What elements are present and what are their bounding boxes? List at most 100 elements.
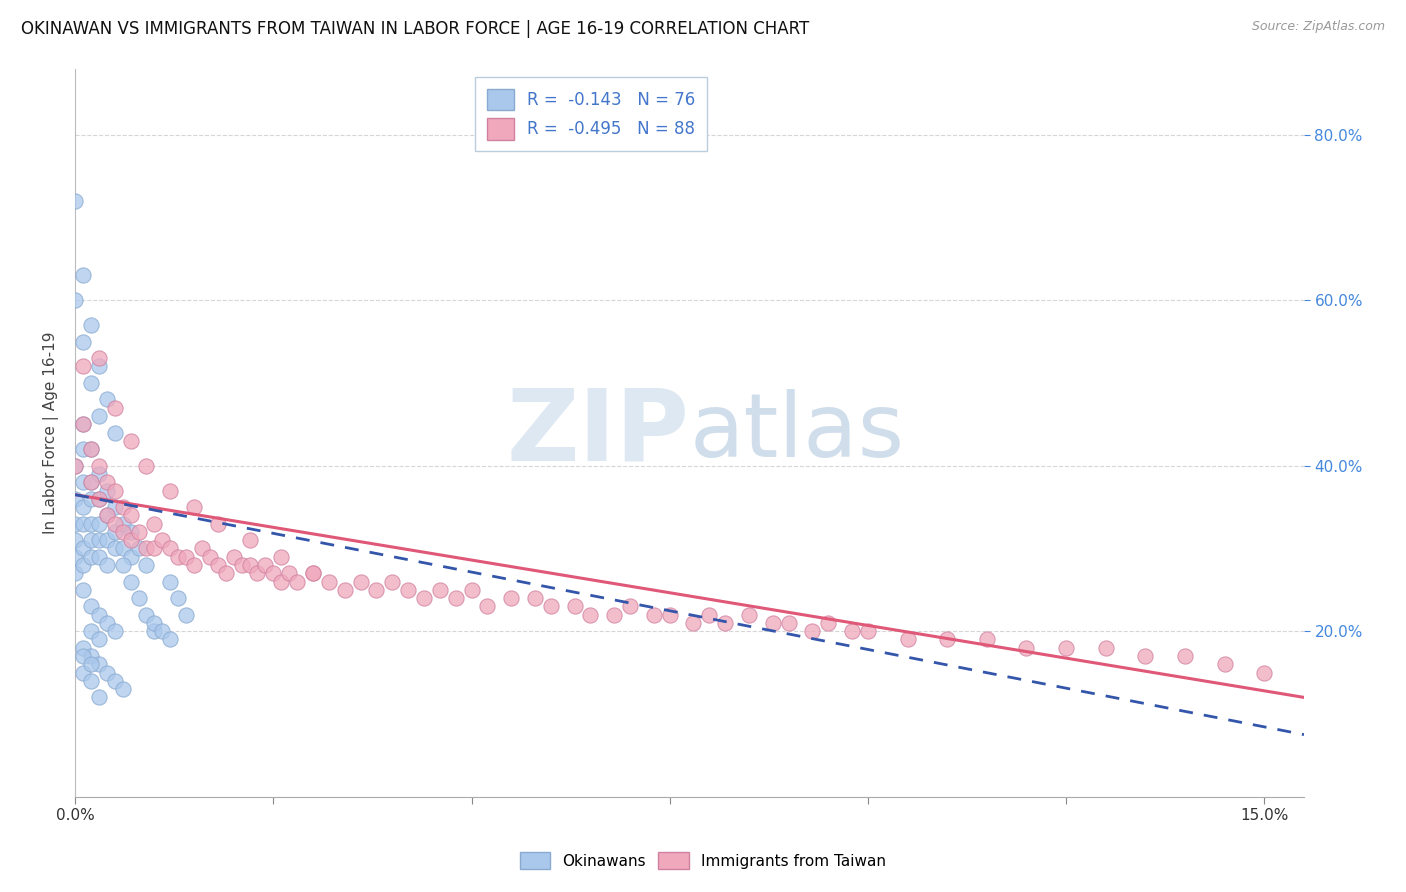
Point	[63, 458, 86, 473]
Point	[80, 599, 103, 614]
Point	[63, 516, 86, 531]
Point	[87, 467, 110, 481]
Point	[238, 558, 260, 572]
Point	[167, 549, 190, 564]
Point	[111, 516, 134, 531]
Point	[159, 632, 181, 647]
Point	[658, 607, 681, 622]
Point	[143, 516, 166, 531]
Point	[318, 574, 340, 589]
Point	[96, 665, 118, 680]
Point	[87, 491, 110, 506]
Point	[976, 632, 998, 647]
Point	[72, 334, 94, 349]
Point	[603, 607, 626, 622]
Point	[72, 442, 94, 457]
Point	[87, 632, 110, 647]
Point	[87, 607, 110, 622]
Point	[841, 624, 863, 639]
Point	[231, 558, 253, 572]
Point	[167, 591, 190, 606]
Point	[333, 582, 356, 597]
Point	[159, 541, 181, 556]
Point	[120, 524, 142, 539]
Point	[72, 648, 94, 663]
Point	[579, 607, 602, 622]
Legend: Okinawans, Immigrants from Taiwan: Okinawans, Immigrants from Taiwan	[513, 846, 893, 875]
Point	[96, 558, 118, 572]
Point	[896, 632, 918, 647]
Point	[104, 500, 127, 514]
Point	[135, 607, 157, 622]
Point	[72, 417, 94, 432]
Point	[96, 392, 118, 407]
Point	[198, 549, 221, 564]
Point	[682, 615, 704, 630]
Point	[501, 591, 523, 606]
Point	[80, 491, 103, 506]
Point	[540, 599, 562, 614]
Point	[63, 194, 86, 208]
Point	[96, 508, 118, 523]
Point	[72, 640, 94, 655]
Point	[63, 293, 86, 308]
Point	[128, 524, 150, 539]
Point	[87, 690, 110, 705]
Point	[80, 376, 103, 390]
Point	[80, 442, 103, 457]
Point	[111, 524, 134, 539]
Text: Source: ZipAtlas.com: Source: ZipAtlas.com	[1251, 20, 1385, 33]
Point	[159, 574, 181, 589]
Point	[72, 516, 94, 531]
Point	[523, 591, 546, 606]
Point	[120, 549, 142, 564]
Point	[270, 549, 292, 564]
Point	[120, 533, 142, 548]
Point	[1094, 640, 1116, 655]
Point	[63, 491, 86, 506]
Point	[87, 533, 110, 548]
Point	[104, 624, 127, 639]
Point	[128, 541, 150, 556]
Point	[444, 591, 467, 606]
Point	[207, 516, 229, 531]
Point	[349, 574, 371, 589]
Legend: R =  -0.143   N = 76, R =  -0.495   N = 88: R = -0.143 N = 76, R = -0.495 N = 88	[475, 77, 707, 152]
Point	[1253, 665, 1275, 680]
Point	[762, 615, 785, 630]
Point	[207, 558, 229, 572]
Point	[143, 624, 166, 639]
Point	[63, 533, 86, 548]
Point	[96, 615, 118, 630]
Point	[135, 541, 157, 556]
Point	[63, 549, 86, 564]
Point	[270, 574, 292, 589]
Point	[381, 574, 404, 589]
Point	[246, 566, 269, 581]
Point	[72, 665, 94, 680]
Point	[174, 607, 197, 622]
Point	[72, 268, 94, 283]
Point	[285, 574, 308, 589]
Point	[801, 624, 824, 639]
Point	[936, 632, 959, 647]
Point	[1213, 657, 1236, 672]
Text: OKINAWAN VS IMMIGRANTS FROM TAIWAN IN LABOR FORCE | AGE 16-19 CORRELATION CHART: OKINAWAN VS IMMIGRANTS FROM TAIWAN IN LA…	[21, 20, 810, 37]
Point	[104, 541, 127, 556]
Point	[778, 615, 800, 630]
Point	[396, 582, 419, 597]
Y-axis label: In Labor Force | Age 16-19: In Labor Force | Age 16-19	[44, 331, 59, 533]
Point	[143, 615, 166, 630]
Text: atlas: atlas	[689, 389, 904, 476]
Point	[87, 491, 110, 506]
Point	[80, 318, 103, 332]
Point	[104, 673, 127, 688]
Point	[80, 673, 103, 688]
Point	[238, 533, 260, 548]
Point	[215, 566, 238, 581]
Point	[262, 566, 284, 581]
Point	[174, 549, 197, 564]
Point	[1054, 640, 1077, 655]
Point	[619, 599, 641, 614]
Point	[817, 615, 839, 630]
